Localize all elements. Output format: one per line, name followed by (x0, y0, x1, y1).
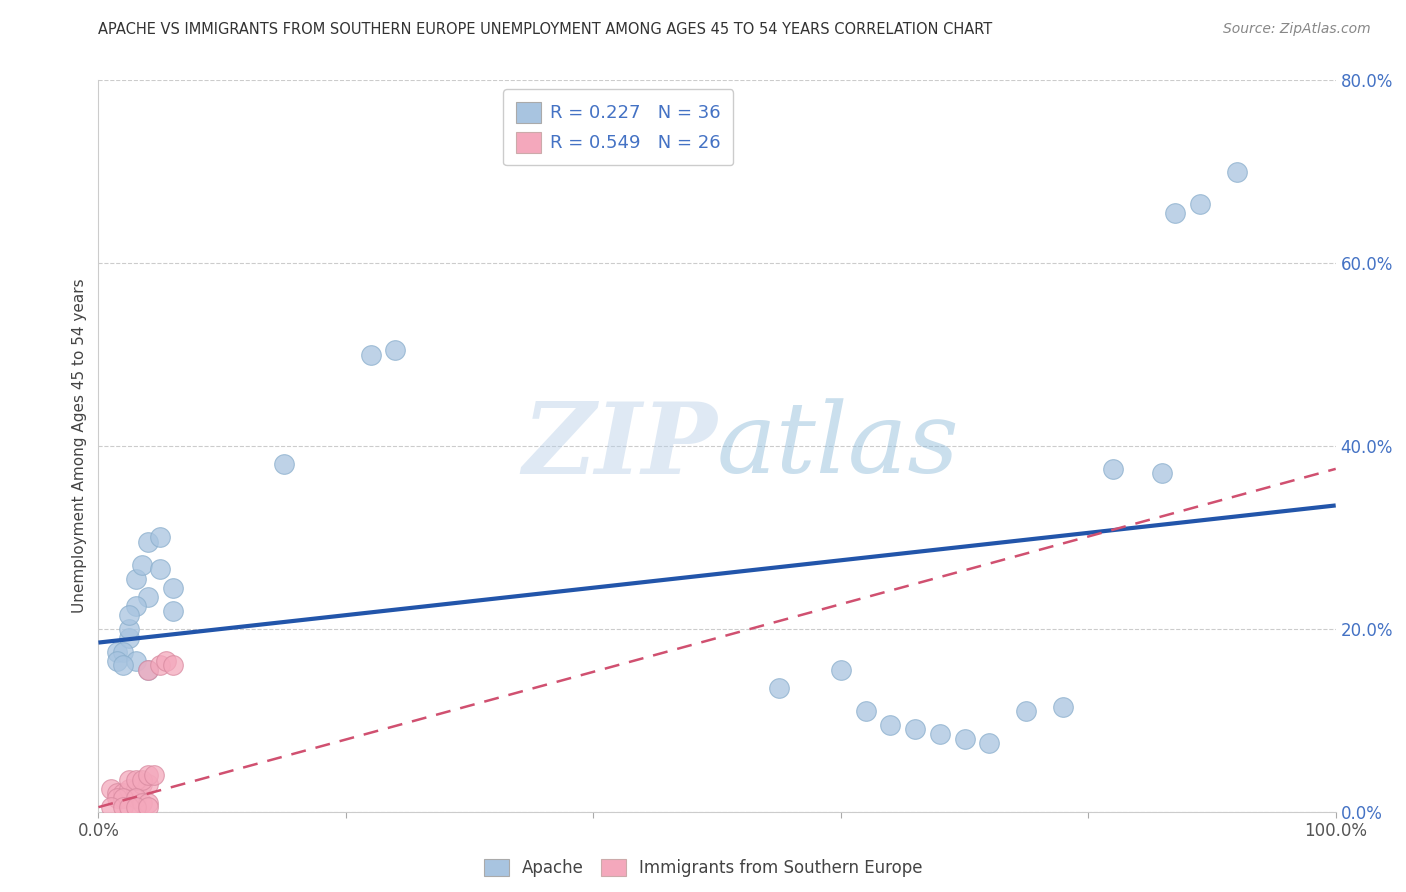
Point (118, 608, 141, 623)
Point (136, 768, 159, 782)
Point (105, 791, 128, 805)
Y-axis label: Unemployment Among Ages 45 to 54 years: Unemployment Among Ages 45 to 54 years (72, 278, 87, 614)
Point (118, 781, 141, 796)
Point (830, 663, 852, 677)
Point (118, 622, 141, 636)
Point (1226, 165, 1249, 179)
Point (112, 791, 135, 805)
Point (162, 603, 184, 617)
Point (124, 654, 146, 668)
Point (136, 800, 159, 814)
Point (118, 631, 141, 645)
Text: ZIP: ZIP (522, 398, 717, 494)
Point (1015, 704, 1038, 718)
Point (149, 562, 172, 576)
Point (136, 663, 159, 677)
Point (1152, 467, 1174, 481)
Point (124, 791, 146, 805)
Point (124, 800, 146, 814)
Point (131, 796, 153, 810)
Point (112, 787, 135, 801)
Point (879, 718, 901, 732)
Point (360, 348, 382, 362)
Point (1164, 206, 1187, 220)
Point (1052, 699, 1074, 714)
Point (149, 530, 172, 544)
Point (855, 704, 877, 718)
Point (979, 736, 1001, 750)
Point (124, 781, 146, 796)
Point (1102, 462, 1125, 476)
Point (131, 777, 153, 791)
Point (768, 681, 790, 696)
Text: Source: ZipAtlas.com: Source: ZipAtlas.com (1223, 22, 1371, 37)
Point (131, 772, 153, 787)
Text: atlas: atlas (717, 399, 960, 493)
Point (112, 800, 135, 814)
Legend: R = 0.227   N = 36, R = 0.549   N = 26: R = 0.227 N = 36, R = 0.549 N = 26 (503, 89, 733, 165)
Point (149, 658, 172, 673)
Point (124, 572, 146, 586)
Point (136, 663, 159, 677)
Point (118, 772, 141, 787)
Point (105, 645, 128, 659)
Point (124, 772, 146, 787)
Point (928, 727, 950, 741)
Point (136, 777, 159, 791)
Point (105, 787, 128, 801)
Point (100, 781, 122, 796)
Point (100, 800, 122, 814)
Point (118, 800, 141, 814)
Point (953, 731, 976, 746)
Point (112, 658, 135, 673)
Legend: Apache, Immigrants from Southern Europe: Apache, Immigrants from Southern Europe (477, 852, 929, 884)
Point (162, 581, 184, 595)
Point (124, 599, 146, 613)
Point (105, 654, 128, 668)
Point (143, 768, 166, 782)
Point (1188, 196, 1211, 211)
Point (112, 645, 135, 659)
Point (136, 796, 159, 810)
Point (131, 558, 153, 572)
Text: APACHE VS IMMIGRANTS FROM SOUTHERN EUROPE UNEMPLOYMENT AMONG AGES 45 TO 54 YEARS: APACHE VS IMMIGRANTS FROM SOUTHERN EUROP… (98, 22, 993, 37)
Point (273, 458, 295, 472)
Point (384, 343, 406, 357)
Point (136, 535, 159, 549)
Point (155, 654, 177, 668)
Point (136, 590, 159, 604)
Point (904, 723, 927, 737)
Point (162, 658, 184, 673)
